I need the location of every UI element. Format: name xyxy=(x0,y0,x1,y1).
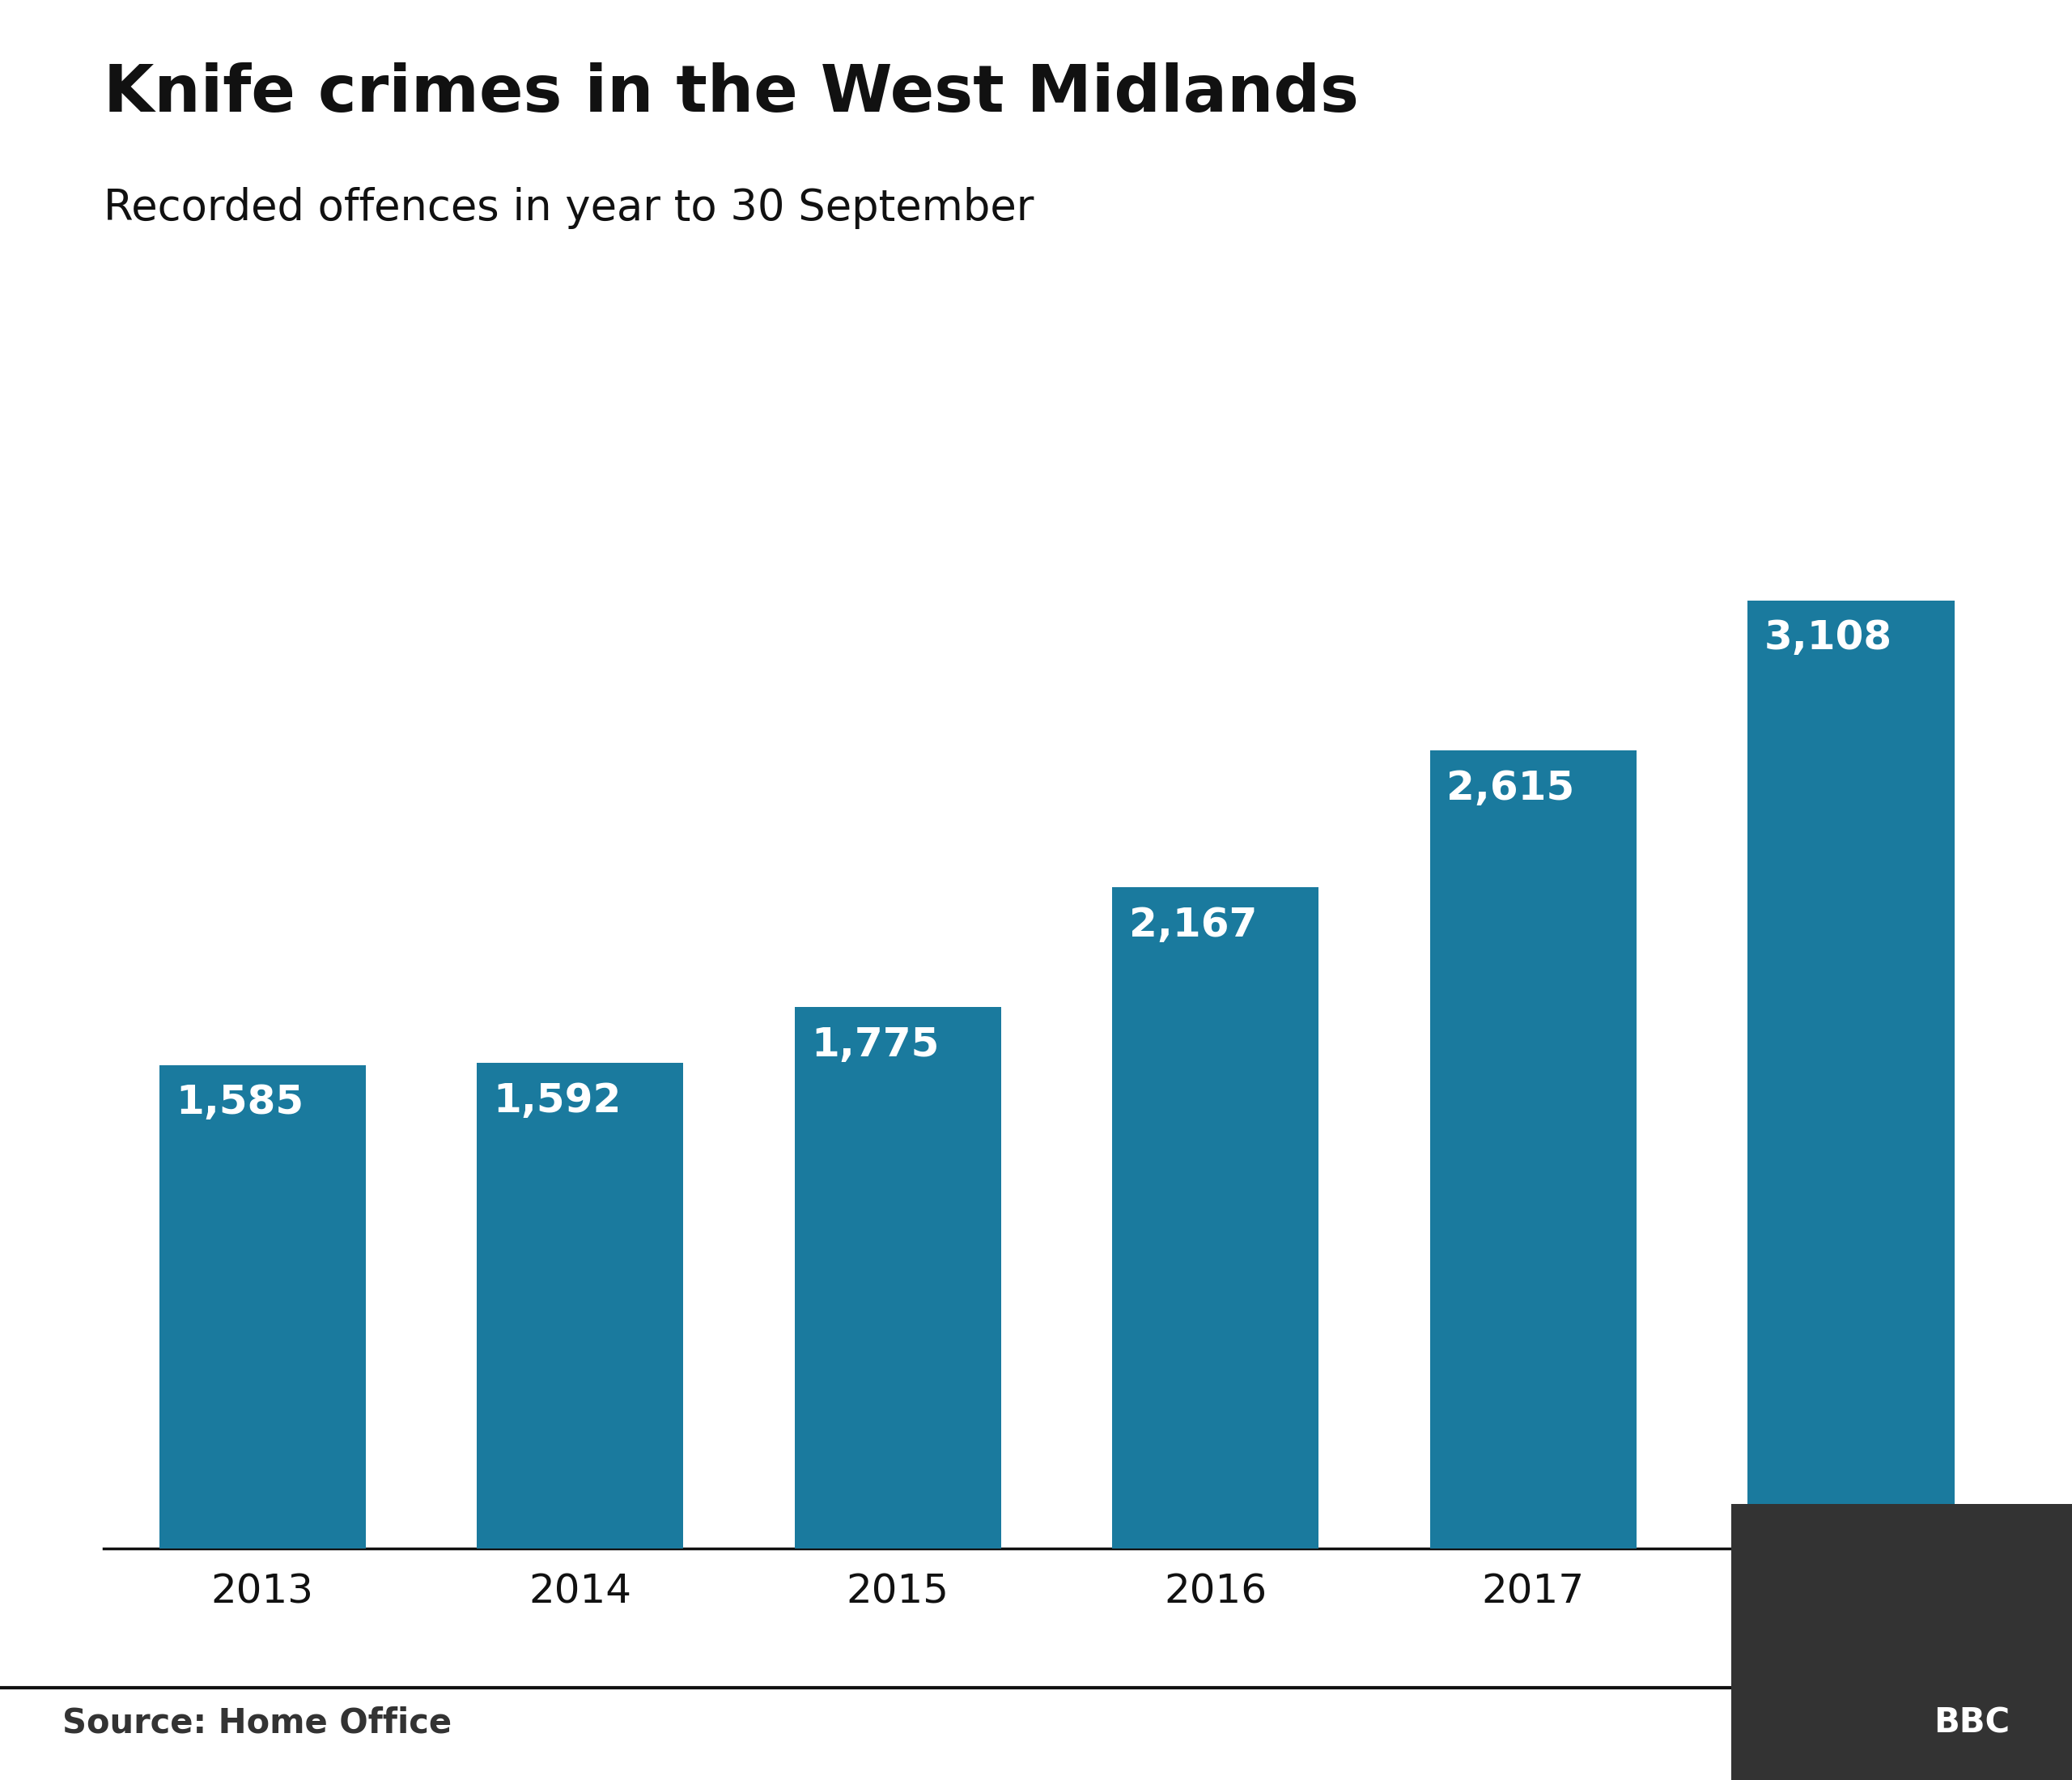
Text: BBC: BBC xyxy=(1933,1705,2010,1741)
Bar xyxy=(160,1064,367,1549)
Text: 1,585: 1,585 xyxy=(176,1084,305,1121)
Bar xyxy=(796,1007,1001,1549)
Text: Source: Home Office: Source: Home Office xyxy=(62,1705,452,1741)
Text: 3,108: 3,108 xyxy=(1763,618,1892,657)
Text: 1,592: 1,592 xyxy=(493,1080,622,1120)
Bar xyxy=(1113,888,1320,1549)
Text: 1,775: 1,775 xyxy=(810,1025,939,1064)
Text: Recorded offences in year to 30 September: Recorded offences in year to 30 Septembe… xyxy=(104,187,1034,230)
Bar xyxy=(477,1063,684,1549)
Text: 2,615: 2,615 xyxy=(1446,769,1575,808)
Bar xyxy=(1749,600,1954,1549)
Text: 2,167: 2,167 xyxy=(1129,906,1258,945)
Text: Knife crimes in the West Midlands: Knife crimes in the West Midlands xyxy=(104,62,1359,125)
Bar xyxy=(1430,751,1637,1549)
